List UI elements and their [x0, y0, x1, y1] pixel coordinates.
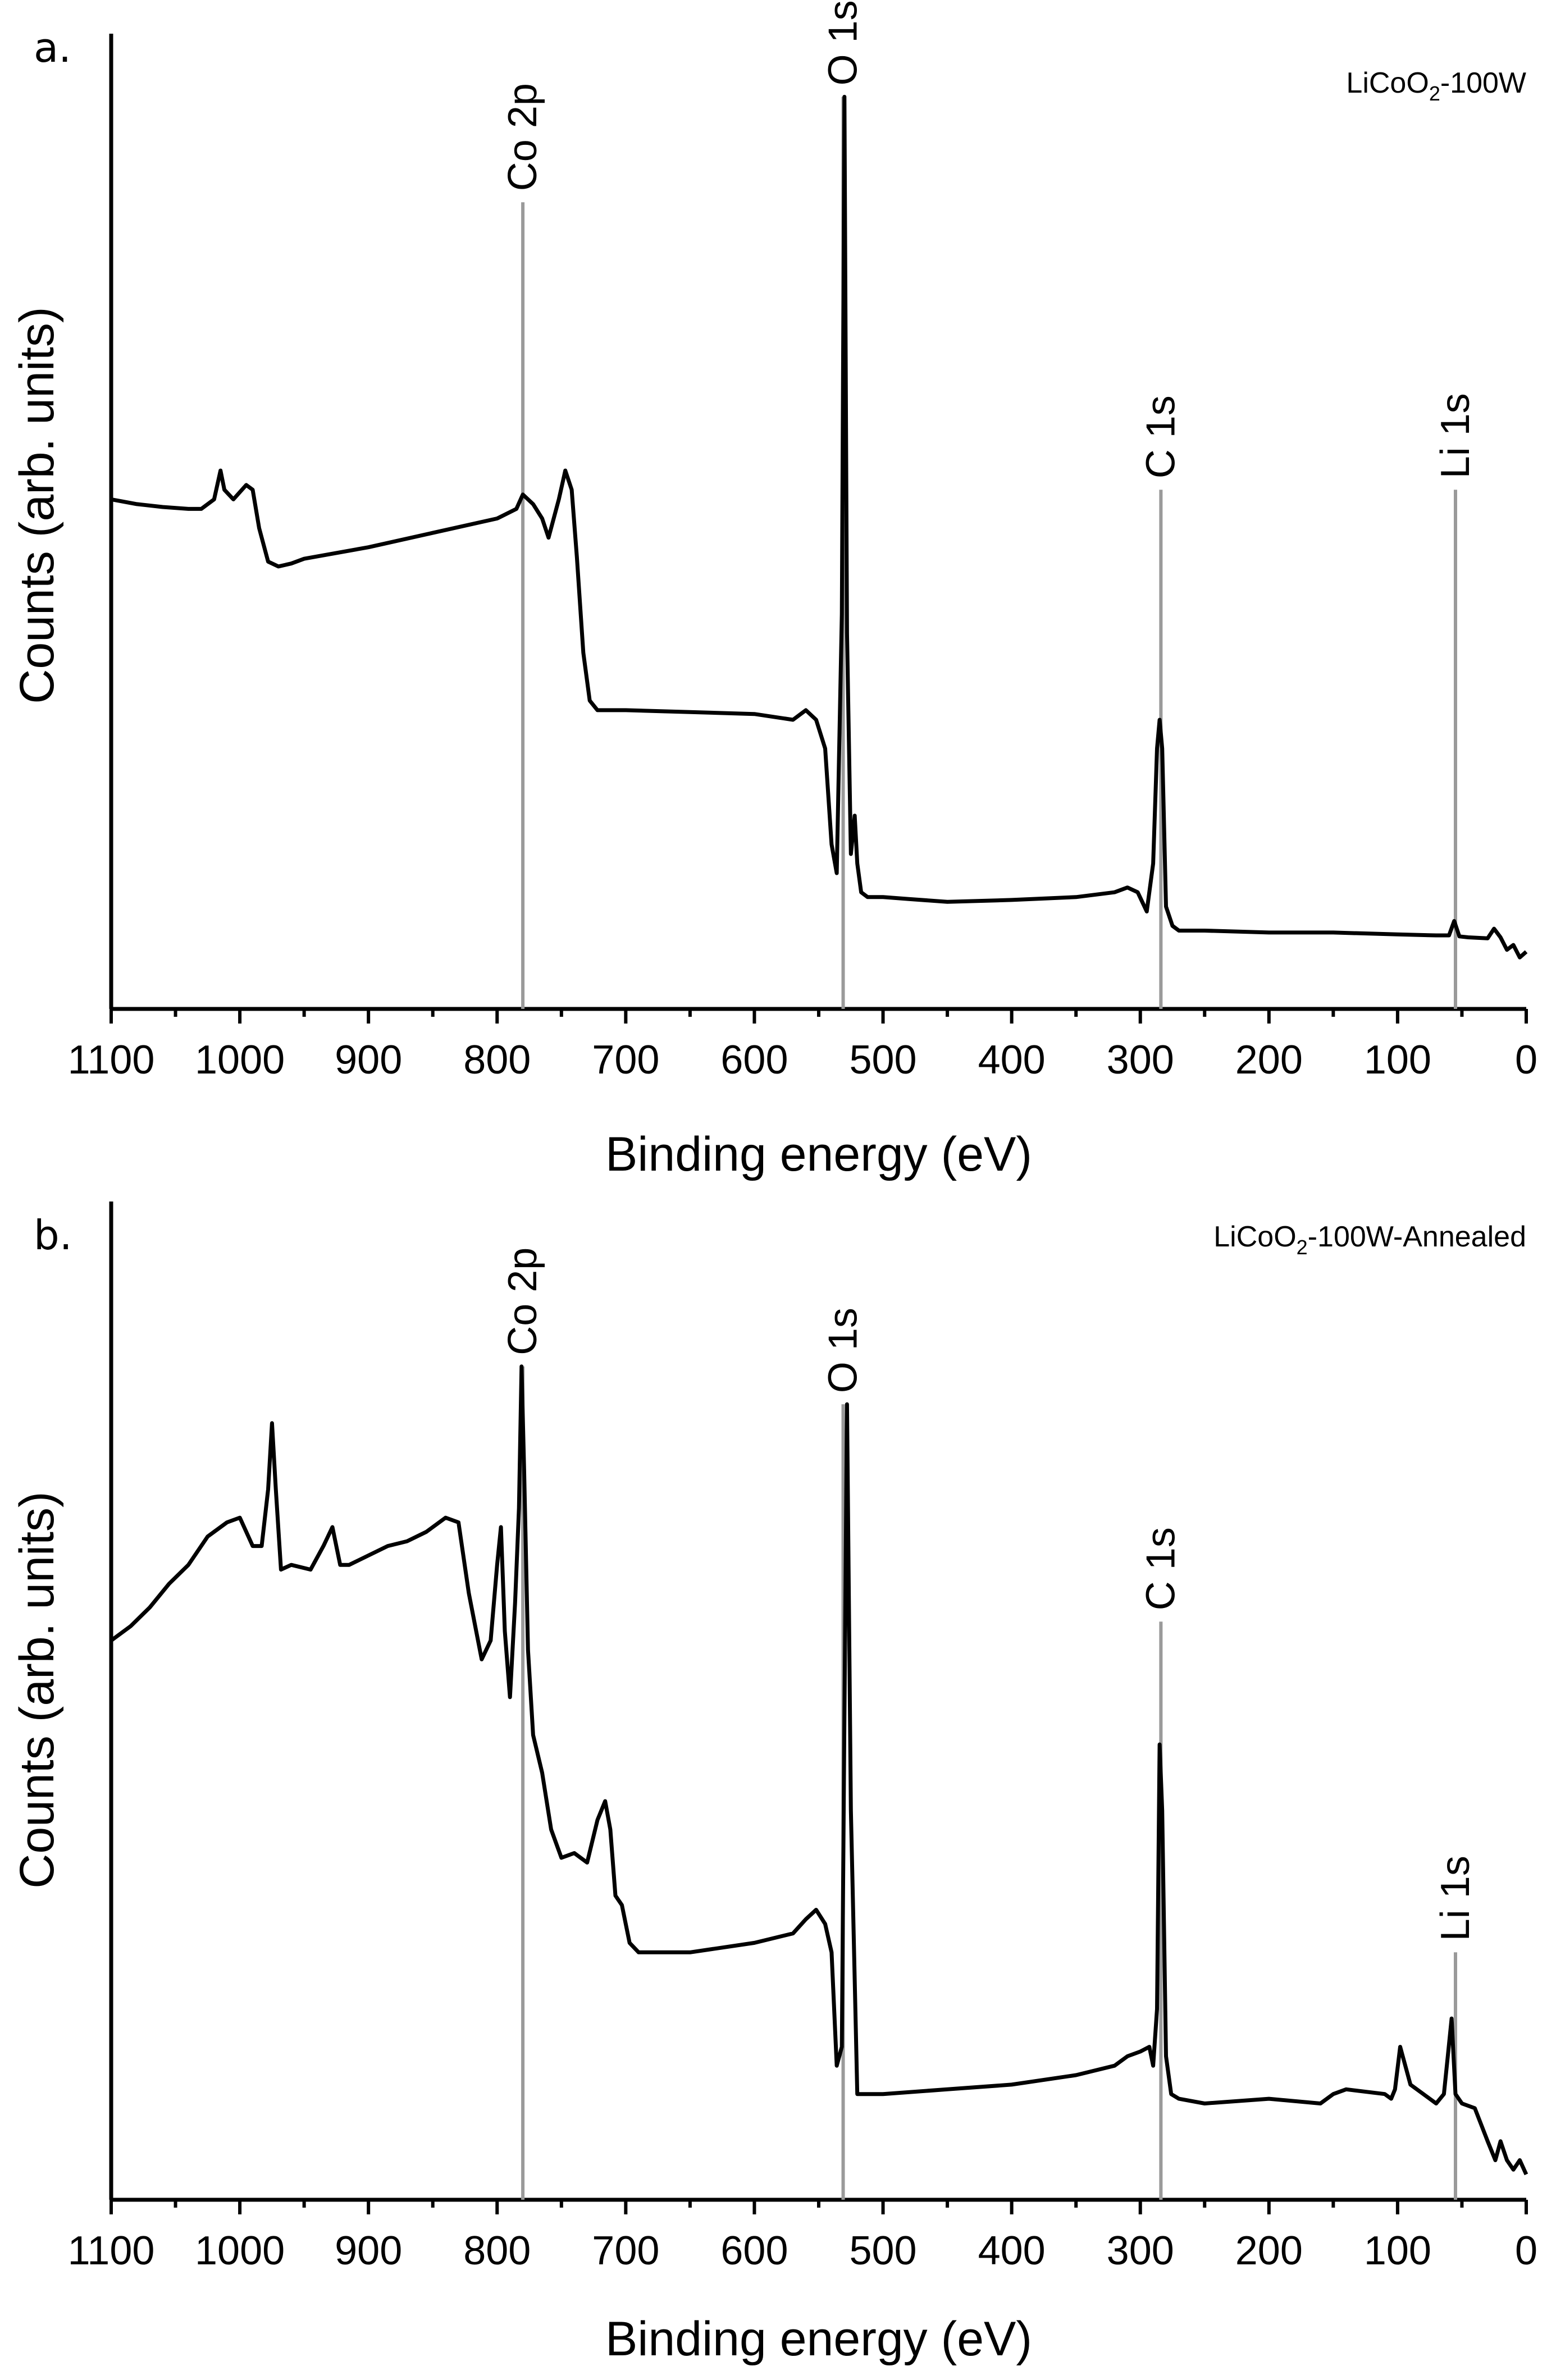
- x-axis-title: Binding energy (eV): [605, 2312, 1032, 2366]
- peak-label: O 1s: [821, 1308, 866, 1393]
- x-tick-label: 100: [1364, 1038, 1431, 1082]
- x-tick-label: 400: [978, 1038, 1046, 1082]
- spectrum-line: [111, 94, 1528, 960]
- peak-label: C 1s: [1138, 1527, 1183, 1610]
- x-tick-label: 500: [849, 2228, 916, 2273]
- panel-label: b.: [34, 1212, 72, 1259]
- sample-label: LiCoO2-100W-Annealed: [1213, 1221, 1526, 1259]
- x-tick-label: 700: [592, 1038, 659, 1082]
- x-tick-label: 900: [335, 1038, 402, 1082]
- peak-label: Co 2p: [500, 1248, 545, 1355]
- x-tick-label: 700: [592, 2228, 659, 2273]
- peak-label: Co 2p: [500, 83, 545, 191]
- chart-panel-b: 1100 1000 900 800 700 600 500 400 300 200 100 0Bind…: [10, 1202, 1537, 2366]
- x-tick-label: 500: [849, 1038, 916, 1082]
- x-tick-label: 600: [720, 2228, 788, 2273]
- x-tick-label: 1100: [68, 2228, 155, 2273]
- x-tick-label: 800: [463, 1038, 531, 1082]
- peak-label: O 1s: [821, 0, 866, 85]
- panel-label: a.: [34, 24, 71, 71]
- x-tick-label: 800: [463, 2228, 531, 2273]
- x-axis-title: Binding energy (eV): [605, 1127, 1032, 1181]
- peak-label: C 1s: [1138, 395, 1183, 478]
- x-tick-label: 0: [1515, 1038, 1537, 1082]
- x-tick-label: 1000: [195, 2228, 285, 2273]
- x-tick-label: 900: [335, 2228, 402, 2273]
- x-tick-label: 0: [1515, 2228, 1537, 2273]
- x-tick-label: 300: [1107, 1038, 1174, 1082]
- y-axis-title: Counts (arb. units): [10, 1491, 64, 1888]
- chart-panel-a: 1100 1000 900 800 700 600 500 400 300 200 100 0Bind…: [10, 0, 1537, 1181]
- x-tick-label: 1100: [68, 1038, 155, 1082]
- y-axis-title: Counts (arb. units): [10, 307, 64, 704]
- x-tick-label: 100: [1364, 2228, 1431, 2273]
- x-tick-label: 400: [978, 2228, 1046, 2273]
- peak-label: Li 1s: [1433, 1856, 1478, 1941]
- spectrum-line: [109, 1364, 1528, 2176]
- sample-label: LiCoO2-100W: [1346, 67, 1526, 105]
- x-tick-label: 1000: [195, 1038, 285, 1082]
- peak-label: Li 1s: [1433, 393, 1478, 478]
- x-tick-label: 200: [1235, 1038, 1303, 1082]
- x-tick-label: 200: [1235, 2228, 1303, 2273]
- x-tick-label: 600: [720, 1038, 788, 1082]
- x-tick-label: 300: [1107, 2228, 1174, 2273]
